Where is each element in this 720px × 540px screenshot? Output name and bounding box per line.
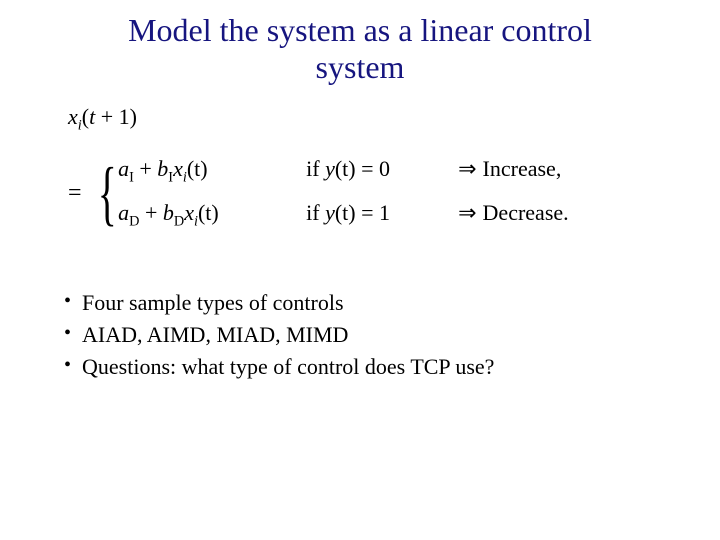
- c0-label: Increase,: [483, 156, 562, 182]
- c0-yarg: (t): [335, 156, 356, 181]
- c0-arg: (t): [187, 156, 208, 181]
- c0-plus: +: [134, 156, 157, 181]
- case-row-increase: aI + bIxi(t) if y(t) = 0 ⇒ Increase,: [118, 156, 569, 186]
- bullet-list: Four sample types of controls AIAD, AIMD…: [40, 287, 680, 383]
- title-line-2: system: [316, 49, 405, 85]
- c1-a-sub: D: [129, 214, 139, 230]
- c1-label: Decrease.: [483, 200, 569, 226]
- case-expr-2: aD + bDxi(t): [118, 200, 278, 230]
- c0-eq0: = 0: [356, 156, 390, 181]
- bullet-item-1: Four sample types of controls: [64, 287, 680, 319]
- title-line-1: Model the system as a linear control: [128, 12, 592, 48]
- eq-plus1: + 1: [95, 104, 129, 129]
- brace-icon: {: [97, 161, 116, 226]
- equation-cases: aI + bIxi(t) if y(t) = 0 ⇒ Increase, aD …: [118, 156, 569, 231]
- case-cond-1: if y(t) = 0: [306, 156, 456, 182]
- c1-y: y: [325, 200, 335, 225]
- c1-a: a: [118, 200, 129, 225]
- c1-eq1: = 1: [356, 200, 390, 225]
- case-row-decrease: aD + bDxi(t) if y(t) = 1 ⇒ Decrease.: [118, 200, 569, 230]
- c1-if: if: [306, 200, 325, 225]
- slide: Model the system as a linear control sys…: [0, 0, 720, 540]
- c1-b-sub: D: [174, 214, 184, 230]
- bullet-item-3: Questions: what type of control does TCP…: [64, 351, 680, 383]
- arrow-icon-2: ⇒: [458, 200, 476, 226]
- c0-a: a: [118, 156, 129, 181]
- c1-x: x: [184, 200, 194, 225]
- c0-x: x: [173, 156, 183, 181]
- c0-y: y: [325, 156, 335, 181]
- c1-yarg: (t): [335, 200, 356, 225]
- c1-b: b: [163, 200, 174, 225]
- bullet-item-2: AIAD, AIMD, MIAD, MIMD: [64, 319, 680, 351]
- eq-paren-close: ): [130, 104, 137, 129]
- eq-var-x: x: [68, 104, 78, 129]
- equation-rhs: = { aI + bIxi(t) if y(t) = 0 ⇒ Increase,…: [62, 156, 680, 231]
- c0-b: b: [157, 156, 168, 181]
- c1-plus: +: [139, 200, 162, 225]
- slide-title: Model the system as a linear control sys…: [40, 12, 680, 86]
- equation-lhs: xi(t + 1): [68, 104, 680, 134]
- c1-arg: (t): [198, 200, 219, 225]
- case-cond-2: if y(t) = 1: [306, 200, 456, 226]
- arrow-icon-1: ⇒: [458, 156, 476, 182]
- case-expr-1: aI + bIxi(t): [118, 156, 278, 186]
- equation-block: xi(t + 1) = { aI + bIxi(t) if y(t) = 0 ⇒…: [68, 104, 680, 231]
- eq-equals: =: [68, 180, 82, 207]
- eq-paren-open: (: [82, 104, 89, 129]
- c0-if: if: [306, 156, 325, 181]
